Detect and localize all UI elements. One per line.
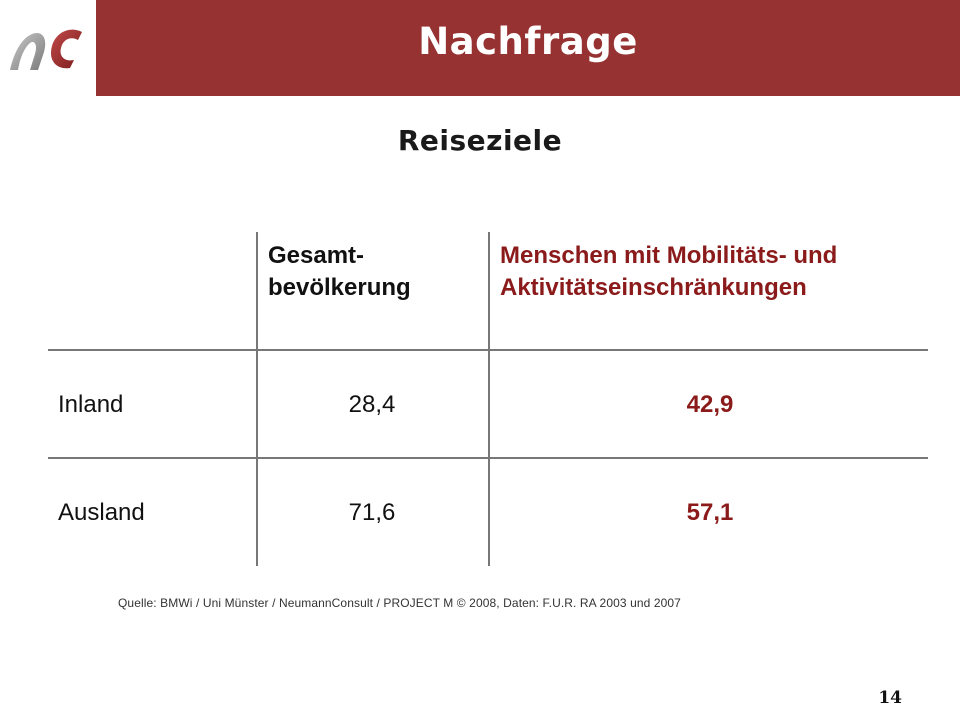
nc-logo-icon [10,29,82,70]
section-subtitle: Reiseziele [397,124,563,157]
column-header-mobilitaet: Menschen mit Mobilitäts- und Aktivitätse… [500,240,940,304]
column-header-gesamt-line: Gesamt- [268,242,365,269]
logo [0,0,96,96]
row-label-ausland: Ausland [58,499,145,526]
column-header-gesamt: Gesamt- bevölkerung [268,240,478,304]
header-bar: Nachfrage [0,0,960,96]
column-header-mobilitaet-line: Aktivitätseinschränkungen [500,274,807,301]
page-title: Nachfrage [418,20,638,63]
table-column-divider [488,232,490,566]
row-label-inland: Inland [58,391,124,418]
table-column-divider [256,232,258,566]
cell-mobilitaet-inland: 42,9 [686,391,734,418]
cell-mobilitaet-ausland: 57,1 [686,499,734,526]
column-header-mobilitaet-line: Menschen mit Mobilitäts- und [500,242,838,269]
page-number: 14 [878,688,902,708]
column-header-gesamt-line: bevölkerung [268,274,411,301]
cell-gesamt-inland: 28,4 [348,391,396,418]
source-note: Quelle: BMWi / Uni Münster / NeumannCons… [118,596,681,610]
cell-gesamt-ausland: 71,6 [348,499,396,526]
